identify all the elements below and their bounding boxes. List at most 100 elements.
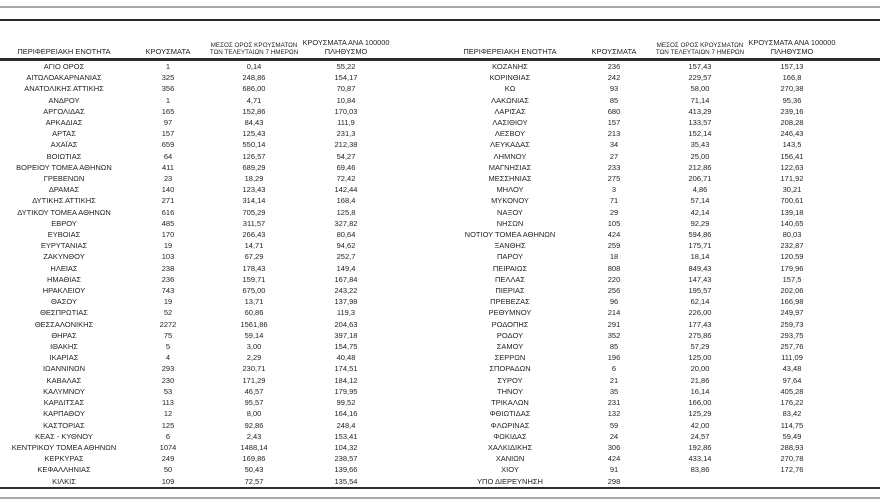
- per100k-cell: 140,65: [780, 218, 804, 228]
- table-body: ΑΓΙΟ ΟΡΟΣ 1 0,14 55,22 ΑΙΤΩΛΟΑΚΑΡΝΑΝΙΑΣ 325 24…: [0, 61, 880, 487]
- avg7-cell: 175,71: [688, 241, 712, 251]
- table-row: ΛΑΣΙΘΙΟΥ 157 133,57 208,28: [446, 117, 880, 128]
- table-row: ΥΠΟ ΔΙΕΡΕΥΝΗΣΗ 298: [446, 476, 880, 487]
- avg7-cell: 83,86: [690, 465, 710, 475]
- avg7-cell: 92,86: [244, 420, 264, 430]
- region-cell: ΚΕΦΑΛΛΗΝΙΑΣ: [37, 465, 91, 475]
- per100k-cell: 270,78: [780, 454, 804, 464]
- avg7-column-header: ΜΕΣΟΣ ΟΡΟΣ ΚΡΟΥΣΜΑΤΩΝ ΤΩΝ ΤΕΛΕΥΤΑΙΩΝ 7 Η…: [208, 42, 300, 58]
- cases-cell: 35: [609, 386, 619, 396]
- per100k-cell: 288,93: [780, 442, 804, 452]
- region-cell: ΚΑΛΥΜΝΟΥ: [43, 386, 85, 396]
- region-cell: ΦΛΩΡΙΝΑΣ: [490, 420, 530, 430]
- avg7-cell: 166,00: [688, 398, 712, 408]
- avg7-cell: 689,29: [242, 162, 266, 172]
- cases-cell: 2272: [159, 319, 177, 329]
- cases-cell: 230: [161, 375, 175, 385]
- per100k-cell: 30,21: [782, 185, 802, 195]
- avg7-cell: 20,00: [690, 364, 710, 374]
- avg7-cell: 18,14: [690, 252, 710, 262]
- table-row: ΚΩ 93 58,00 270,38: [446, 83, 880, 94]
- cases-cell: 103: [161, 252, 175, 262]
- per100k-cell: 114,75: [780, 420, 804, 430]
- table-row: ΚΑΒΑΛΑΣ 230 171,29 184,12: [0, 375, 434, 386]
- per100k-cell: 142,44: [334, 185, 358, 195]
- avg7-cell: 266,43: [242, 230, 266, 240]
- region-cell: ΔΥΤΙΚΗΣ ΑΤΤΙΚΗΣ: [32, 196, 96, 206]
- table-row: ΠΙΕΡΙΑΣ 256 195,57 202,06: [446, 285, 880, 296]
- table-row: ΔΥΤΙΚΗΣ ΑΤΤΙΚΗΣ 271 314,14 168,4: [0, 195, 434, 206]
- cases-cell: 236: [607, 62, 621, 71]
- avg7-cell: 24,57: [690, 431, 710, 441]
- cases-cell: 659: [161, 140, 175, 150]
- table-row: ΘΗΡΑΣ 75 59,14 397,18: [0, 330, 434, 341]
- region-cell: ΕΒΡΟΥ: [51, 218, 77, 228]
- avg7-cell: 0,14: [246, 62, 262, 71]
- cases-cell: 424: [607, 454, 621, 464]
- cases-cell: 85: [609, 342, 619, 352]
- table-row: ΚΟΖΑΝΗΣ 236 157,43 157,13: [446, 61, 880, 72]
- region-cell: ΧΑΛΚΙΔΙΚΗΣ: [487, 442, 533, 452]
- per100k-cell: 157,5: [782, 274, 802, 284]
- region-cell: ΠΕΙΡΑΙΩΣ: [492, 263, 528, 273]
- cases-cell: 325: [161, 73, 175, 83]
- per100k-cell: 327,82: [334, 218, 358, 228]
- cases-cell: 50: [163, 465, 173, 475]
- table-row: ΛΗΜΝΟΥ 27 25,00 156,41: [446, 151, 880, 162]
- table-row: ΗΜΑΘΙΑΣ 236 159,71 167,84: [0, 274, 434, 285]
- table-row: ΝΗΣΩΝ 105 92,29 140,65: [446, 218, 880, 229]
- region-cell: ΘΕΣΠΡΩΤΙΑΣ: [40, 308, 88, 318]
- cases-cell: 64: [163, 151, 173, 161]
- table-row: ΛΑΚΩΝΙΑΣ 85 71,14 95,36: [446, 95, 880, 106]
- bottom-gray-rule: [0, 497, 880, 499]
- avg7-cell: 42,00: [690, 420, 710, 430]
- table-row: ΔΥΤΙΚΟΥ ΤΟΜΕΑ ΑΘΗΝΩΝ 616 705,29 125,8: [0, 207, 434, 218]
- table-row: ΧΑΛΚΙΔΙΚΗΣ 306 192,86 288,93: [446, 442, 880, 453]
- table-row: ΡΕΘΥΜΝΟΥ 214 226,00 249,97: [446, 307, 880, 318]
- table-row: ΕΥΡΥΤΑΝΙΑΣ 19 14,71 94,62: [0, 240, 434, 251]
- per100k-cell: 202,06: [780, 286, 804, 296]
- per100k-cell: 157,13: [780, 62, 804, 71]
- table-row: ΦΩΚΙΔΑΣ 24 24,57 59,49: [446, 431, 880, 442]
- cases-cell: 93: [609, 84, 619, 94]
- table-row: ΘΑΣΟΥ 19 13,71 137,98: [0, 296, 434, 307]
- table-row: ΑΧΑΪΑΣ 659 550,14 212,38: [0, 139, 434, 150]
- cases-cell: 298: [607, 476, 621, 486]
- per100k-cell: 248,4: [336, 420, 356, 430]
- region-cell: ΜΕΣΣΗΝΙΑΣ: [488, 174, 532, 184]
- cases-cell: 236: [161, 274, 175, 284]
- region-cell: ΛΗΜΝΟΥ: [493, 151, 527, 161]
- avg7-cell: 212,86: [688, 162, 712, 172]
- table-row: ΠΡΕΒΕΖΑΣ 96 62,14 166,98: [446, 296, 880, 307]
- avg7-cell: 62,14: [690, 297, 710, 307]
- table-row: ΒΟΡΕΙΟΥ ΤΟΜΕΑ ΑΘΗΝΩΝ 411 689,29 69,46: [0, 162, 434, 173]
- region-cell: ΦΘΙΩΤΙΔΑΣ: [489, 409, 531, 419]
- cases-cell: 242: [607, 73, 621, 83]
- region-cell: ΓΡΕΒΕΝΩΝ: [43, 174, 85, 184]
- per100k-cell: 55,22: [336, 62, 356, 71]
- region-cell: ΠΑΡΟΥ: [496, 252, 523, 262]
- per100k-cell: 70,87: [336, 84, 356, 94]
- region-cell: ΜΥΚΟΝΟΥ: [491, 196, 529, 206]
- region-cell: ΛΑΣΙΘΙΟΥ: [492, 118, 528, 128]
- region-cell: ΠΡΕΒΕΖΑΣ: [490, 297, 530, 307]
- cases-cell: 19: [163, 241, 173, 251]
- cases-cell: 275: [607, 174, 621, 184]
- region-cell: ΣΕΡΡΩΝ: [494, 353, 526, 363]
- table-row: ΝΟΤΙΟΥ ΤΟΜΕΑ ΑΘΗΝΩΝ 424 594,86 80,03: [446, 229, 880, 240]
- per100k-cell: 153,41: [334, 431, 358, 441]
- avg7-cell: 248,86: [242, 73, 266, 83]
- table-row: ΕΒΡΟΥ 485 311,57 327,82: [0, 218, 434, 229]
- region-cell: ΚΑΡΠΑΘΟΥ: [43, 409, 85, 419]
- avg7-cell: 594,86: [688, 230, 712, 240]
- avg7-header-line2: ΤΩΝ ΤΕΛΕΥΤΑΙΩΝ 7 ΗΜΕΡΩΝ: [655, 48, 745, 56]
- per100k-cell: 120,59: [780, 252, 804, 262]
- region-cell: ΦΩΚΙΔΑΣ: [493, 431, 527, 441]
- table-row: ΚΑΡΔΙΤΣΑΣ 113 95,57 99,52: [0, 397, 434, 408]
- per100k-cell: 43,48: [782, 364, 802, 374]
- avg7-cell: 159,71: [242, 274, 266, 284]
- table-row: ΙΘΑΚΗΣ 5 3,00 154,75: [0, 341, 434, 352]
- cases-cell: 53: [163, 386, 173, 396]
- region-cell: ΥΠΟ ΔΙΕΡΕΥΝΗΣΗ: [477, 476, 543, 486]
- top-dark-rule: [0, 19, 880, 21]
